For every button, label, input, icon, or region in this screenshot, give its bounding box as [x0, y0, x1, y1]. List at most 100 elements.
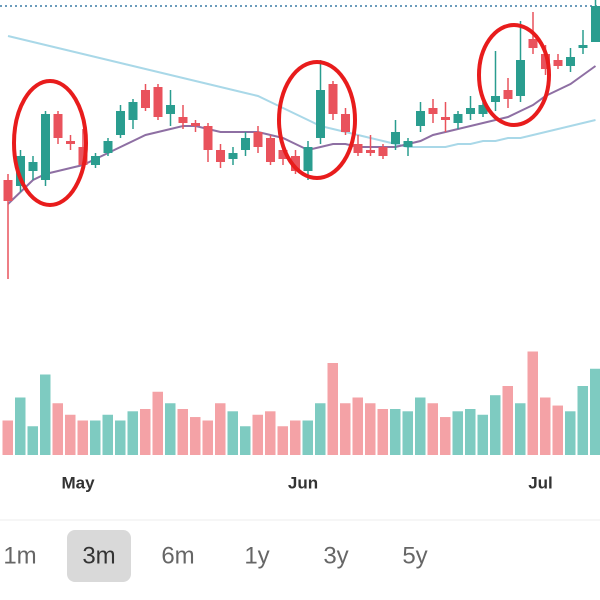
candle-body: [178, 117, 188, 123]
candle-body: [578, 45, 588, 48]
candle-body: [266, 138, 275, 162]
candle-body: [53, 114, 63, 138]
x-axis: May Jun Jul: [61, 473, 552, 492]
volume-bar: [115, 420, 126, 455]
candle-body: [441, 117, 450, 120]
volume-bar: [327, 363, 338, 455]
candle-body: [378, 147, 388, 156]
volume-bar: [452, 411, 463, 455]
range-button[interactable]: 3m: [82, 542, 115, 569]
volume-bar: [340, 403, 351, 455]
volume-bar: [402, 411, 413, 455]
volume-bar: [15, 397, 26, 455]
candle-body: [66, 141, 75, 144]
candle-body: [403, 141, 413, 147]
candle-body: [91, 156, 100, 165]
range-button[interactable]: 3y: [323, 542, 348, 569]
volume-bar: [52, 403, 63, 455]
volume-bar: [465, 409, 476, 455]
candle-body: [453, 114, 463, 123]
volume-bar: [552, 405, 563, 455]
volume-bar: [365, 403, 376, 455]
candle-body: [553, 60, 563, 66]
volume-bar: [215, 403, 226, 455]
candle-body: [41, 114, 50, 180]
volume-bar: [415, 397, 426, 455]
range-button[interactable]: 6m: [161, 542, 194, 569]
volume-bar: [202, 420, 213, 455]
candle-body: [478, 105, 488, 114]
volume-bar: [565, 411, 576, 455]
candle-body: [278, 150, 288, 159]
volume-bar: [90, 420, 101, 455]
volume-bar: [265, 411, 276, 455]
candle-body: [191, 123, 200, 126]
candle-body: [228, 153, 238, 159]
volume-bar: [477, 414, 488, 455]
candle-body: [103, 141, 113, 153]
volume-bar: [377, 409, 388, 455]
candle-body: [16, 156, 25, 186]
candle-body: [128, 102, 138, 120]
volume-bar: [315, 403, 326, 455]
candle-body: [153, 87, 163, 117]
volume-bar: [490, 395, 501, 455]
volume-bar: [290, 420, 301, 455]
volume-bar: [515, 403, 526, 455]
ma-slow: [7, 35, 596, 148]
candle-body: [316, 90, 325, 138]
volume-bar: [227, 411, 238, 455]
candle-body: [466, 108, 475, 114]
candle-body: [216, 150, 225, 162]
volume-bar: [2, 420, 13, 455]
volume-bar: [352, 397, 363, 455]
candle-body: [428, 108, 438, 114]
candle-body: [328, 84, 338, 114]
volume-bar: [190, 417, 201, 455]
volume-bar: [427, 403, 438, 455]
circle-annotation: [12, 79, 88, 207]
volume-bar: [540, 397, 551, 455]
candle-body: [3, 180, 13, 201]
volume-bar: [527, 351, 538, 455]
candle-body: [366, 150, 375, 153]
selected-range-bg: [67, 530, 131, 582]
candle-body: [341, 114, 350, 132]
candle-body: [503, 90, 513, 99]
volume-bar: [165, 403, 176, 455]
volume-bar: [152, 391, 163, 455]
volume-bar: [502, 386, 513, 455]
price-chart: [3, 0, 600, 279]
circle-annotation: [277, 60, 357, 180]
volume-bar: [27, 426, 38, 455]
x-tick-label: Jun: [288, 473, 318, 492]
candle-body: [78, 147, 88, 165]
volume-bar: [252, 414, 263, 455]
volume-bar: [65, 414, 76, 455]
candle-body: [303, 147, 313, 171]
x-tick-label: Jul: [528, 473, 553, 492]
volume-bar: [127, 411, 138, 455]
candle-body: [28, 162, 38, 171]
range-button[interactable]: 5y: [402, 542, 427, 569]
volume-bar: [440, 417, 451, 455]
candle-body: [166, 105, 175, 114]
candle-body: [591, 6, 600, 42]
range-button[interactable]: 1m: [3, 542, 36, 569]
volume-bar: [40, 374, 51, 455]
volume-bar: [577, 386, 588, 455]
candle-body: [353, 144, 363, 153]
range-button[interactable]: 1y: [244, 542, 269, 569]
candle-body: [391, 132, 400, 144]
volume-chart: [2, 351, 600, 455]
candle-body: [291, 156, 300, 171]
candle-body: [253, 132, 263, 147]
candle-body: [241, 138, 250, 150]
volume-bar: [77, 420, 88, 455]
candle-body: [541, 54, 550, 69]
candle-body: [416, 111, 425, 126]
candle-body: [141, 90, 150, 108]
annotations: [12, 23, 551, 207]
candle-body: [116, 111, 125, 135]
